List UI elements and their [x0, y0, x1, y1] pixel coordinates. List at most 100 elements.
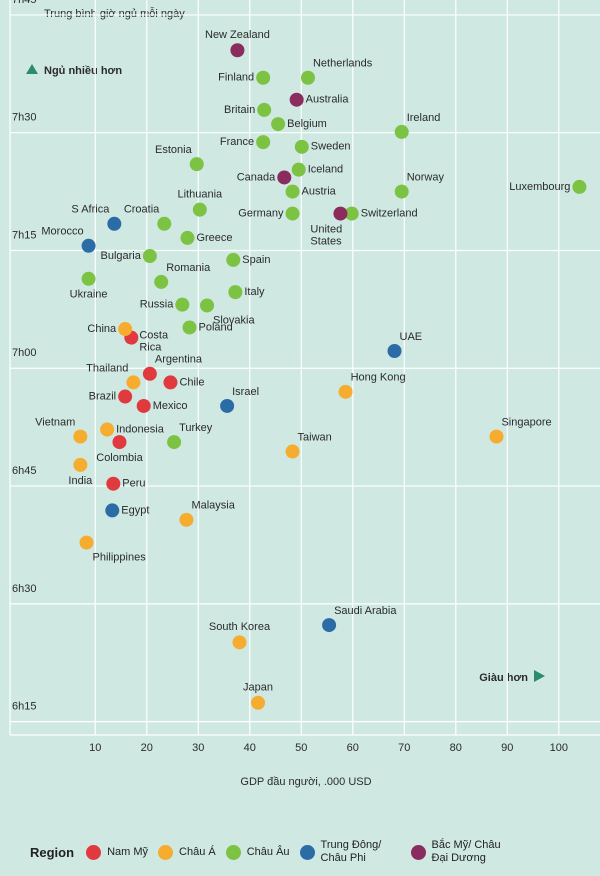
- point-label: Philippines: [93, 552, 147, 564]
- point: [73, 457, 88, 472]
- x-tick-label: 20: [141, 742, 153, 754]
- x-tick-label: 70: [398, 742, 410, 754]
- y-tick-label: 7h45: [12, 0, 36, 6]
- point: [322, 618, 337, 633]
- arrow-right: [534, 670, 545, 682]
- point: [257, 102, 272, 117]
- point: [175, 297, 190, 312]
- x-tick-label: 50: [295, 742, 307, 754]
- x-tick-label: 30: [192, 742, 204, 754]
- point: [285, 444, 300, 459]
- legend-swatch: [158, 844, 174, 860]
- point-label: Saudi Arabia: [334, 605, 397, 617]
- x-tick-label: 10: [89, 742, 101, 754]
- point: [157, 216, 172, 231]
- point: [572, 179, 587, 194]
- x-tick-label: 100: [550, 742, 568, 754]
- x-axis-label: GDP đầu người, .000 USD: [240, 776, 371, 788]
- point-label: Greece: [196, 232, 232, 244]
- point: [344, 206, 359, 221]
- point-label: Brazil: [89, 390, 117, 402]
- point: [179, 512, 194, 527]
- point-label: Peru: [122, 478, 145, 490]
- point-label: New Zealand: [205, 29, 270, 41]
- point: [106, 476, 121, 491]
- point: [251, 695, 266, 710]
- point: [118, 389, 133, 404]
- point-label: Chile: [179, 376, 204, 388]
- point: [73, 429, 88, 444]
- point: [387, 344, 402, 359]
- legend-item: Trung Đông/ Châu Phi: [299, 839, 401, 865]
- point-label: Spain: [242, 254, 270, 266]
- point-label: Singapore: [501, 417, 551, 429]
- point: [220, 398, 235, 413]
- point-label: Finland: [218, 72, 254, 84]
- point: [489, 429, 504, 444]
- point: [300, 70, 315, 85]
- point: [142, 248, 157, 263]
- point: [180, 230, 195, 245]
- point-label: Estonia: [155, 144, 193, 156]
- point-label: Switzerland: [361, 207, 418, 219]
- label-line: United: [310, 223, 342, 235]
- point: [230, 43, 245, 58]
- point-label: France: [220, 136, 254, 148]
- point-label: Netherlands: [313, 58, 373, 70]
- point-label: Belgium: [287, 118, 327, 130]
- point: [256, 70, 271, 85]
- legend-label: Nam Mỹ: [107, 845, 149, 858]
- legend: Region Nam Mỹ Châu Á Châu Âu Trung Đông/ Ch…: [0, 828, 600, 876]
- point: [333, 206, 348, 221]
- point: [394, 124, 409, 139]
- point-label: Indonesia: [116, 423, 165, 435]
- point-label: Costa Rica: [139, 330, 169, 354]
- label-line: Costa: [139, 330, 169, 342]
- point-label: Egypt: [121, 504, 149, 516]
- y-tick-label: 7h30: [12, 112, 36, 124]
- legend-item: Châu Âu: [225, 844, 290, 860]
- point-label: Romania: [166, 262, 211, 274]
- point-label: Malaysia: [191, 500, 235, 512]
- point-label: Australia: [306, 94, 350, 106]
- legend-label: Bắc Mỹ/ Châu Đại Dương: [431, 839, 501, 864]
- x-tick-label: 60: [347, 742, 359, 754]
- point: [142, 366, 157, 381]
- point: [256, 135, 271, 150]
- legend-label: Châu Âu: [246, 845, 290, 858]
- x-tick-label: 80: [450, 742, 462, 754]
- point: [200, 298, 215, 313]
- point-label: Vietnam: [35, 417, 75, 429]
- label-line: Rica: [139, 342, 162, 354]
- label-line: States: [310, 235, 342, 247]
- point: [277, 170, 292, 185]
- point: [285, 184, 300, 199]
- point-label: Thailand: [86, 362, 128, 374]
- point: [192, 202, 207, 217]
- point-label: Ireland: [407, 112, 441, 124]
- legend-label: Châu Á: [179, 845, 216, 858]
- point-label: Iceland: [308, 164, 343, 176]
- grid: [10, 0, 600, 735]
- point: [79, 535, 94, 550]
- y-tick-label: 7h00: [12, 347, 36, 359]
- point-label: Argentina: [155, 354, 203, 366]
- legend-swatch: [225, 844, 241, 860]
- legend-swatch: [86, 844, 102, 860]
- point-label: Bulgaria: [101, 250, 142, 262]
- x-tick-label: 90: [501, 742, 513, 754]
- point-label: China: [87, 323, 117, 335]
- point: [232, 635, 247, 650]
- point-label: UAE: [400, 331, 423, 343]
- point: [118, 322, 133, 337]
- point-label: Morocco: [41, 226, 83, 238]
- point-label: Russia: [140, 299, 175, 311]
- legend-title: Region: [30, 844, 75, 860]
- point-label: Colombia: [96, 452, 143, 464]
- point-label: Japan: [243, 682, 273, 694]
- point-label: Canada: [237, 171, 276, 183]
- point: [182, 320, 197, 335]
- point-label: Sweden: [311, 141, 351, 153]
- point-label: Israel: [232, 386, 259, 398]
- point-label: Slovakia: [213, 314, 255, 326]
